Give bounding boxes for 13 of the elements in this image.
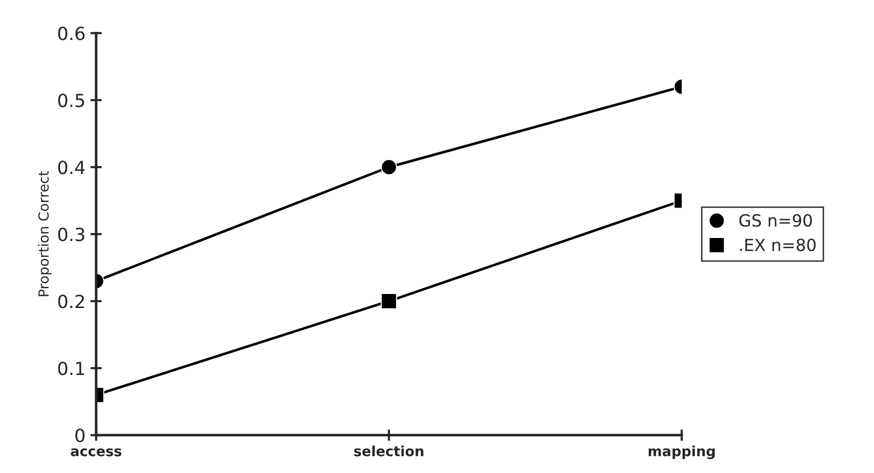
y-tick-label: 0.3: [58, 228, 84, 242]
legend-label: .EX n=80: [740, 238, 816, 252]
y-tick-label: 0.4: [58, 160, 85, 174]
y-tick-label: 0: [75, 428, 85, 442]
y-tick-label: 0.6: [58, 26, 85, 40]
x-tick-label: selection: [354, 446, 424, 456]
y-axis-title: Proportion Correct: [38, 171, 52, 296]
y-tick-label: 0.1: [58, 362, 84, 376]
y-tick-label: 0.2: [58, 294, 84, 308]
legend-label: GS n=90: [739, 214, 812, 227]
y-tick-label: 0.5: [58, 94, 84, 108]
x-tick-label: mapping: [648, 446, 715, 460]
x-tick-label: access: [70, 448, 122, 456]
